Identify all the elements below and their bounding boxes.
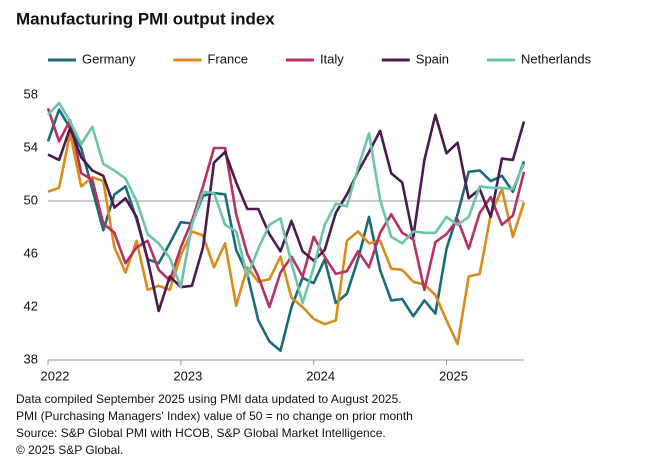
legend-label: Italy <box>320 51 344 66</box>
legend-label: France <box>207 51 247 66</box>
footnote: PMI (Purchasing Managers' Index) value o… <box>16 409 413 423</box>
legend-label: Germany <box>82 51 136 66</box>
x-tick-label: 2024 <box>306 368 335 383</box>
y-tick-label: 58 <box>24 86 38 101</box>
series-line <box>46 107 526 309</box>
x-tick-label: 2025 <box>439 368 468 383</box>
y-tick-label: 50 <box>24 192 38 207</box>
x-tick-label: 2022 <box>41 368 70 383</box>
footnote: Source: S&P Global PMI with HCOB, S&P Gl… <box>16 426 386 440</box>
footnote: Data compiled September 2025 using PMI d… <box>16 392 402 406</box>
series-line <box>47 101 526 305</box>
x-tick-label: 2023 <box>173 368 202 383</box>
legend-label: Spain <box>416 51 449 66</box>
series-line <box>46 108 526 352</box>
series-line <box>47 132 526 346</box>
footnote: © 2025 S&P Global. <box>16 443 123 457</box>
y-tick-label: 38 <box>24 351 38 366</box>
legend-label: Netherlands <box>521 51 592 66</box>
y-tick-label: 46 <box>24 245 38 260</box>
y-tick-label: 54 <box>24 139 38 154</box>
chart-title: Manufacturing PMI output index <box>16 9 275 28</box>
y-tick-label: 42 <box>24 298 38 313</box>
